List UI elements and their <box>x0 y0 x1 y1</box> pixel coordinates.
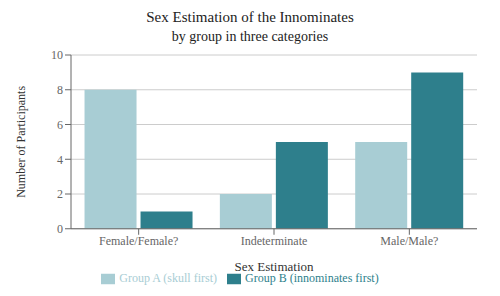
html-text:Sex Estimation of the Innomina: Sex Estimation of the Innominates <box>146 9 354 25</box>
svg-text:4: 4 <box>57 153 63 167</box>
html-text:by group in three categories: by group in three categories <box>171 29 329 44</box>
svg-text:2: 2 <box>57 187 63 201</box>
svg-text:Male/Male?: Male/Male? <box>380 234 438 248</box>
html-text:Group A (skull first): Group A (skull first) <box>119 270 217 285</box>
svg-text:Sex Estimation: Sex Estimation <box>234 259 314 274</box>
svg-text:Female/Female?: Female/Female? <box>99 234 178 248</box>
svg-text:0: 0 <box>57 222 63 236</box>
svg-text:Number of Participants: Number of Participants <box>14 86 28 198</box>
svg-text:10: 10 <box>51 50 63 62</box>
html-text:Group B (innominates first): Group B (innominates first) <box>245 270 379 285</box>
svg-text:6: 6 <box>57 118 63 132</box>
svg-text:8: 8 <box>57 83 63 97</box>
svg-text:Indeterminate: Indeterminate <box>241 234 308 248</box>
